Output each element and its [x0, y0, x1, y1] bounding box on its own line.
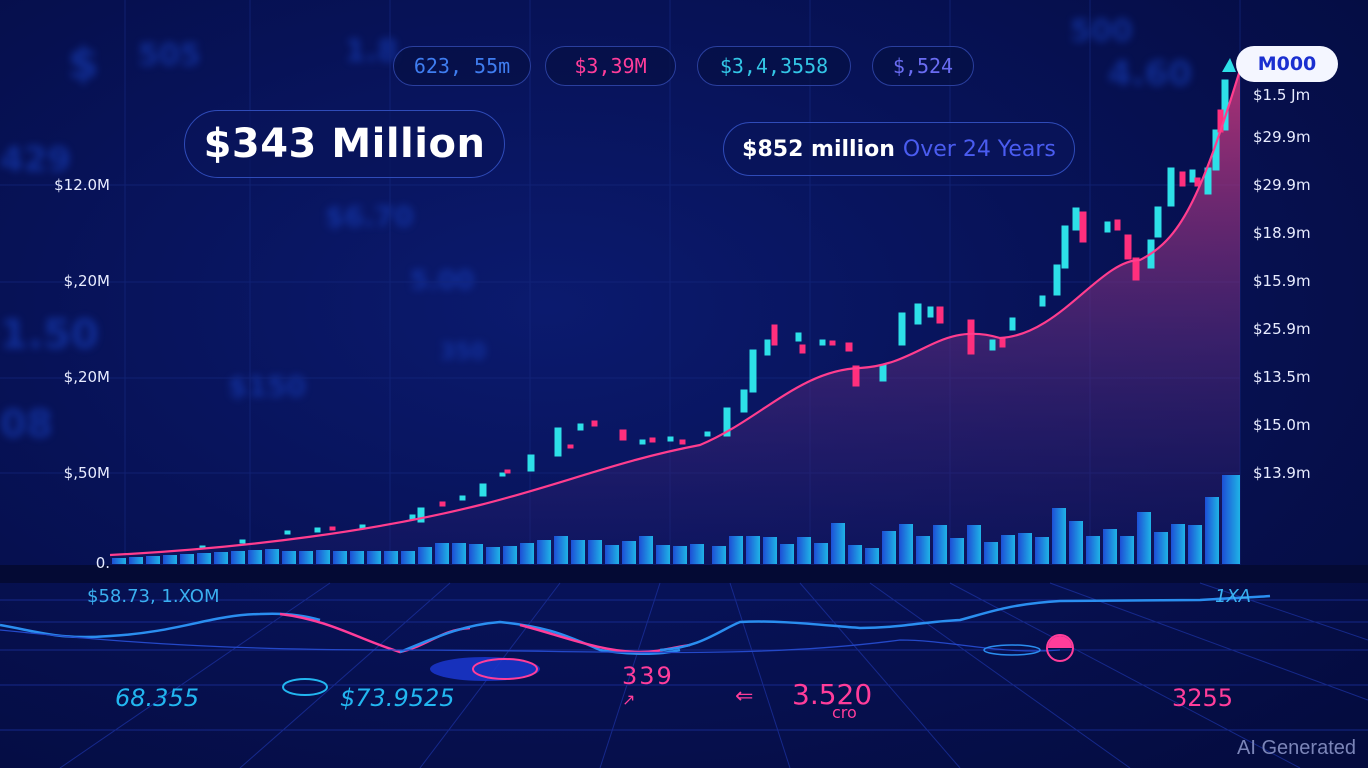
right-axis-tick: $15.0m	[1253, 416, 1311, 434]
bg-number: 350	[440, 340, 486, 365]
right-axis-tick: $29.9m	[1253, 128, 1311, 146]
top-pill-1: 623, 55m	[393, 46, 531, 86]
bottom-line-pink	[279, 612, 471, 654]
bottom-line-thin	[0, 629, 1061, 654]
top-pill-value: 623, 55m	[413, 54, 511, 78]
bg-number: 4.60	[1108, 54, 1192, 94]
coin-icon	[430, 657, 540, 681]
right-axis-tick: $1.5 Jm	[1253, 86, 1311, 104]
left-axis-tick: $,50M	[63, 464, 110, 482]
bg-number: $6.70	[325, 200, 414, 233]
bottom-value: 3255	[1172, 684, 1234, 712]
bottom-value: 3.520	[792, 678, 873, 711]
watermark: AI Generated	[1237, 737, 1356, 759]
bottom-line-blue	[0, 612, 321, 639]
top-pill-2: $3,39M	[545, 46, 676, 86]
trend-area	[110, 70, 1240, 565]
up-arrow-icon	[1222, 58, 1236, 72]
bottom-top-label: $58.73, 1.XOM	[87, 586, 220, 607]
headline-secondary-suffix: Over 24 Years	[902, 136, 1056, 162]
bottom-value: 68.355	[115, 684, 199, 712]
bg-number: $150	[228, 370, 306, 403]
swap-icon	[282, 678, 328, 696]
top-pill-value: $3,4,3558	[719, 54, 829, 78]
bg-number: 08	[0, 402, 53, 446]
left-axis-tick: 0.	[95, 554, 110, 572]
bg-number: 1.8	[345, 34, 399, 69]
bottom-line-blue-3	[659, 594, 1271, 652]
perspective-grid	[0, 582, 1368, 768]
bottom-value: cro	[832, 703, 857, 722]
headline-secondary-value: $852 million	[742, 136, 895, 162]
headline-secondary: $852 million Over 24 Years	[723, 122, 1075, 176]
headline-main: $343 Million	[184, 110, 505, 178]
right-axis-tick: $18.9m	[1253, 224, 1311, 242]
right-axis-tick: $13.5m	[1253, 368, 1311, 386]
bottom-line-blue-2	[399, 620, 681, 655]
right-axis-tick: $13.9m	[1253, 464, 1311, 482]
top-pill-value: $3,39M	[574, 54, 647, 78]
bg-number: 500	[1070, 14, 1133, 49]
bg-number: 5.00	[410, 266, 475, 296]
volume-bars	[112, 475, 1240, 564]
bg-number: 505	[138, 38, 201, 73]
right-axis-tick: $15.9m	[1253, 272, 1311, 290]
top-pill-3: $3,4,3558	[697, 46, 851, 86]
left-arrow-icon: ⇐	[735, 684, 754, 709]
right-axis-tick: $25.9m	[1253, 320, 1311, 338]
right-axis-tick: $29.9m	[1253, 176, 1311, 194]
bg-number: 1.50	[0, 312, 99, 358]
bottom-right-label: 1XA	[1215, 586, 1252, 607]
corner-badge: M000	[1236, 46, 1338, 82]
candlesticks	[199, 79, 1229, 550]
bottom-value: $73.9525	[340, 684, 455, 712]
left-axis-tick: $,20M	[63, 368, 110, 386]
left-axis-tick: $12.0M	[54, 176, 110, 194]
bottom-value: 339	[622, 662, 674, 690]
top-pill-4: $,524	[872, 46, 974, 86]
trend-line	[109, 69, 1242, 557]
top-pill-value: $,524	[892, 54, 954, 78]
left-axis-tick: $,20M	[63, 272, 110, 290]
corner-badge-text: M000	[1257, 53, 1317, 75]
small-arrow-icon: ↗	[622, 690, 636, 709]
coin-icon-2	[1046, 634, 1074, 662]
bg-number: 429	[0, 140, 71, 180]
headline-main-text: $343 Million	[203, 121, 486, 167]
bg-number: $	[68, 38, 99, 89]
